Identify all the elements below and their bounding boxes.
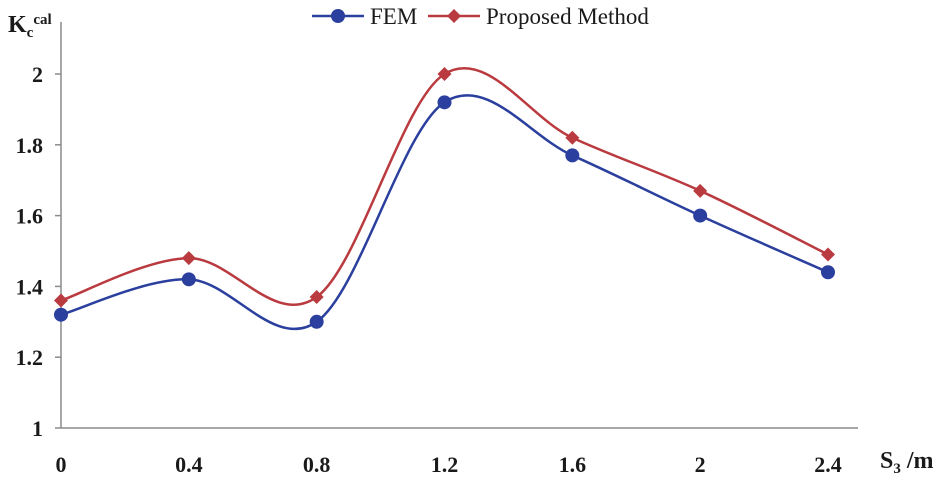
proposed-method-point [437, 67, 452, 81]
x-axis-title-unit: /m [901, 448, 934, 474]
y-tick-label: 1.8 [16, 133, 44, 158]
fem-point [693, 208, 708, 223]
fem-point [54, 307, 68, 322]
proposed-method-point [693, 183, 708, 198]
fem-point [437, 95, 452, 110]
fem-point [309, 314, 324, 329]
legend-label-fem: FEM [370, 4, 417, 29]
x-tick-label: 2 [695, 452, 706, 477]
series-markers [54, 67, 835, 329]
x-tick-label: 0.8 [303, 452, 331, 477]
fem-point [181, 272, 196, 287]
y-axis-title-subscript: c [27, 25, 34, 41]
proposed-method-point [54, 293, 68, 308]
y-ticks: 1 1.2 1.4 1.6 1.8 2 [16, 62, 61, 441]
fem-point [821, 265, 835, 280]
y-axis-title: Kccal [8, 12, 52, 41]
proposed-method-point [309, 290, 324, 305]
y-axis-title-base: K [8, 12, 27, 38]
x-axis-title-base: S [880, 448, 893, 474]
y-tick-label: 1.6 [16, 204, 44, 229]
y-tick-label: 2 [32, 62, 43, 87]
fem-point [565, 148, 580, 163]
y-tick-label: 1.2 [16, 345, 44, 370]
y-tick-label: 1 [32, 416, 43, 441]
series-line-fem [60, 94, 829, 331]
x-tick-label: 0 [56, 452, 67, 477]
x-tick-label: 1.2 [431, 452, 459, 477]
legend-marker-fem [331, 9, 345, 23]
y-tick-label: 1.4 [16, 274, 44, 299]
legend-label-proposed: Proposed Method [486, 4, 649, 29]
y-axis-title-superscript: cal [33, 12, 51, 28]
proposed-method-point [181, 251, 196, 266]
x-tick-label: 1.6 [559, 452, 587, 477]
x-ticks: 0 0.4 0.8 1.2 1.6 2 2.4 [56, 452, 842, 477]
legend: FEM Proposed Method [312, 4, 649, 29]
proposed-method-point [821, 247, 835, 262]
x-axis-title: S3 /m [880, 448, 934, 477]
x-tick-label: 0.4 [175, 452, 203, 477]
axes [60, 22, 858, 429]
proposed-method-point [565, 130, 580, 145]
x-axis-title-subscript: 3 [893, 461, 901, 477]
legend-marker-proposed [447, 9, 461, 23]
x-tick-label: 2.4 [814, 452, 842, 477]
